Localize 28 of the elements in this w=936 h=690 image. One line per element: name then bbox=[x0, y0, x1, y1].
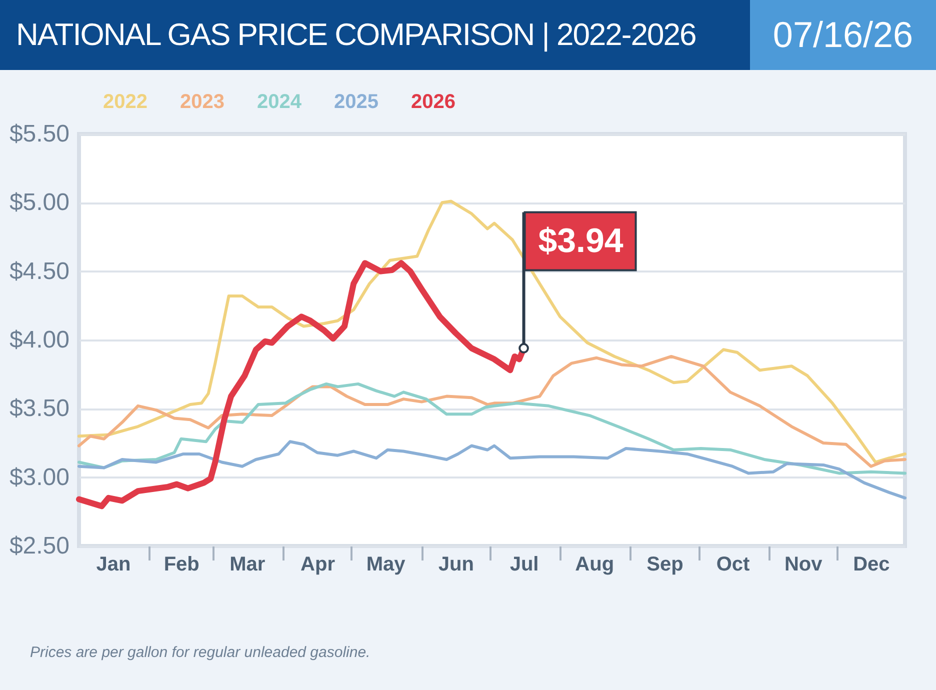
y-tick-label: $4.00 bbox=[9, 326, 70, 354]
x-tick-label: Sep bbox=[646, 554, 684, 576]
y-tick-label: $3.50 bbox=[9, 395, 70, 422]
x-tick-label: Aug bbox=[575, 554, 614, 576]
x-tick-label: Oct bbox=[716, 554, 750, 576]
y-tick-label: $2.50 bbox=[9, 532, 70, 560]
x-tick-label: Dec bbox=[853, 554, 890, 576]
x-tick-label: Nov bbox=[784, 554, 824, 576]
text: 2023 bbox=[180, 91, 224, 113]
x-tick-label: Jun bbox=[438, 554, 474, 576]
annotation: $3.94 bbox=[538, 222, 624, 260]
x-tick-label: Jul bbox=[510, 554, 539, 576]
text: 2024 bbox=[257, 91, 302, 113]
text: Prices are per gallon for regular unleaded gasoline. bbox=[30, 644, 370, 661]
x-tick-label: Feb bbox=[164, 554, 200, 576]
x-tick-label: Mar bbox=[230, 554, 266, 576]
y-tick-label: $5.50 bbox=[9, 120, 70, 148]
text: 2025 bbox=[334, 91, 378, 113]
text: 2026 bbox=[411, 91, 456, 113]
x-tick-label: May bbox=[366, 554, 406, 576]
y-tick-label: $3.00 bbox=[9, 464, 70, 491]
y-tick-label: $5.00 bbox=[9, 189, 70, 216]
text: 2022 bbox=[103, 91, 148, 113]
x-tick-label: Jan bbox=[96, 554, 131, 576]
chart-subtitle: 07/16/26 bbox=[750, 0, 936, 70]
y-tick-label: $4.50 bbox=[9, 258, 70, 285]
chart-title: NATIONAL GAS PRICE COMPARISON | 2022-2026 bbox=[16, 17, 696, 53]
x-tick-label: Apr bbox=[300, 554, 336, 576]
